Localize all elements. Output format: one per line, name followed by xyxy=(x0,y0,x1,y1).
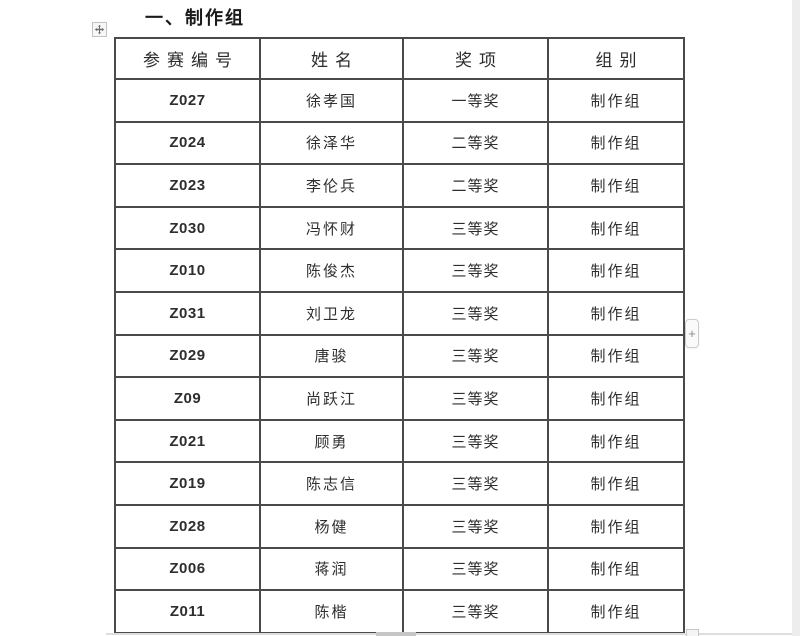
cell-name: 杨健 xyxy=(259,503,404,549)
cell-entry-number: Z024 xyxy=(114,120,261,166)
cell-name: 李伦兵 xyxy=(259,163,404,208)
add-button[interactable]: + xyxy=(685,319,699,348)
cell-entry-number: Z011 xyxy=(114,589,261,634)
vertical-scrollbar-track[interactable] xyxy=(792,0,800,636)
cell-entry-number: Z028 xyxy=(114,503,261,549)
cell-award: 二等奖 xyxy=(402,120,549,166)
cell-group: 制作组 xyxy=(547,461,685,506)
cell-name: 陈楷 xyxy=(259,589,404,634)
cell-name: 顾勇 xyxy=(259,418,404,464)
cell-entry-number: Z031 xyxy=(114,290,261,336)
table-row: Z09 尚跃江 三等奖 制作组 xyxy=(114,376,685,421)
cell-award: 三等奖 xyxy=(402,546,549,592)
table-move-handle[interactable] xyxy=(92,22,107,37)
cell-group: 制作组 xyxy=(547,503,685,549)
table-row: Z031 刘卫龙 三等奖 制作组 xyxy=(114,290,685,336)
page-title: 一、制作组 xyxy=(145,8,245,28)
cell-award: 三等奖 xyxy=(402,589,549,634)
table-header-row: 参赛编号 姓名 奖项 组别 xyxy=(114,37,685,80)
cell-award: 三等奖 xyxy=(402,290,549,336)
cell-entry-number: Z010 xyxy=(114,248,261,293)
table-row: Z010 陈俊杰 三等奖 制作组 xyxy=(114,248,685,293)
horizontal-scrollbar-thumb[interactable] xyxy=(376,632,416,636)
cell-entry-number: Z09 xyxy=(114,376,261,421)
cell-name: 陈志信 xyxy=(259,461,404,506)
cell-entry-number: Z021 xyxy=(114,418,261,464)
table-row: Z030 冯怀财 三等奖 制作组 xyxy=(114,205,685,251)
table-row: Z021 顾勇 三等奖 制作组 xyxy=(114,418,685,464)
cell-award: 二等奖 xyxy=(402,163,549,208)
cell-group: 制作组 xyxy=(547,120,685,166)
table-resize-handle[interactable] xyxy=(686,629,699,636)
cell-entry-number: Z027 xyxy=(114,78,261,123)
cell-name: 唐骏 xyxy=(259,333,404,379)
cell-award: 三等奖 xyxy=(402,205,549,251)
cell-award: 三等奖 xyxy=(402,418,549,464)
table-row: Z027 徐孝国 一等奖 制作组 xyxy=(114,78,685,123)
cell-group: 制作组 xyxy=(547,78,685,123)
table-body: Z027 徐孝国 一等奖 制作组 Z024 徐泽华 二等奖 制作组 Z023 李伦兵 二等奖 制作组 Z… xyxy=(114,78,685,634)
horizontal-scrollbar-track[interactable] xyxy=(106,633,794,635)
plus-icon: + xyxy=(688,326,696,341)
cell-award: 三等奖 xyxy=(402,503,549,549)
table-row: Z023 李伦兵 二等奖 制作组 xyxy=(114,163,685,208)
cell-entry-number: Z019 xyxy=(114,461,261,506)
cell-entry-number: Z029 xyxy=(114,333,261,379)
table-row: Z019 陈志信 三等奖 制作组 xyxy=(114,461,685,506)
table-row: Z006 蒋润 三等奖 制作组 xyxy=(114,546,685,592)
cell-name: 陈俊杰 xyxy=(259,248,404,293)
header-name: 姓名 xyxy=(259,37,404,80)
cell-name: 刘卫龙 xyxy=(259,290,404,336)
awards-table: 参赛编号 姓名 奖项 组别 Z027 徐孝国 一等奖 制作组 Z024 徐泽华 二等奖 制作组… xyxy=(114,37,685,634)
cell-name: 徐泽华 xyxy=(259,120,404,166)
move-icon xyxy=(94,24,105,35)
cell-group: 制作组 xyxy=(547,376,685,421)
cell-entry-number: Z023 xyxy=(114,163,261,208)
cell-group: 制作组 xyxy=(547,163,685,208)
header-entry-number: 参赛编号 xyxy=(114,37,261,80)
table-row: Z024 徐泽华 二等奖 制作组 xyxy=(114,120,685,166)
cell-name: 蒋润 xyxy=(259,546,404,592)
cell-group: 制作组 xyxy=(547,546,685,592)
cell-award: 三等奖 xyxy=(402,376,549,421)
cell-award: 一等奖 xyxy=(402,78,549,123)
cell-entry-number: Z006 xyxy=(114,546,261,592)
cell-group: 制作组 xyxy=(547,418,685,464)
cell-entry-number: Z030 xyxy=(114,205,261,251)
cell-group: 制作组 xyxy=(547,248,685,293)
cell-name: 徐孝国 xyxy=(259,78,404,123)
cell-group: 制作组 xyxy=(547,205,685,251)
cell-group: 制作组 xyxy=(547,589,685,634)
table-row: Z011 陈楷 三等奖 制作组 xyxy=(114,589,685,634)
cell-name: 尚跃江 xyxy=(259,376,404,421)
header-award: 奖项 xyxy=(402,37,549,80)
header-group: 组别 xyxy=(547,37,685,80)
cell-group: 制作组 xyxy=(547,290,685,336)
cell-name: 冯怀财 xyxy=(259,205,404,251)
table-row: Z029 唐骏 三等奖 制作组 xyxy=(114,333,685,379)
cell-group: 制作组 xyxy=(547,333,685,379)
table-row: Z028 杨健 三等奖 制作组 xyxy=(114,503,685,549)
cell-award: 三等奖 xyxy=(402,248,549,293)
cell-award: 三等奖 xyxy=(402,333,549,379)
cell-award: 三等奖 xyxy=(402,461,549,506)
